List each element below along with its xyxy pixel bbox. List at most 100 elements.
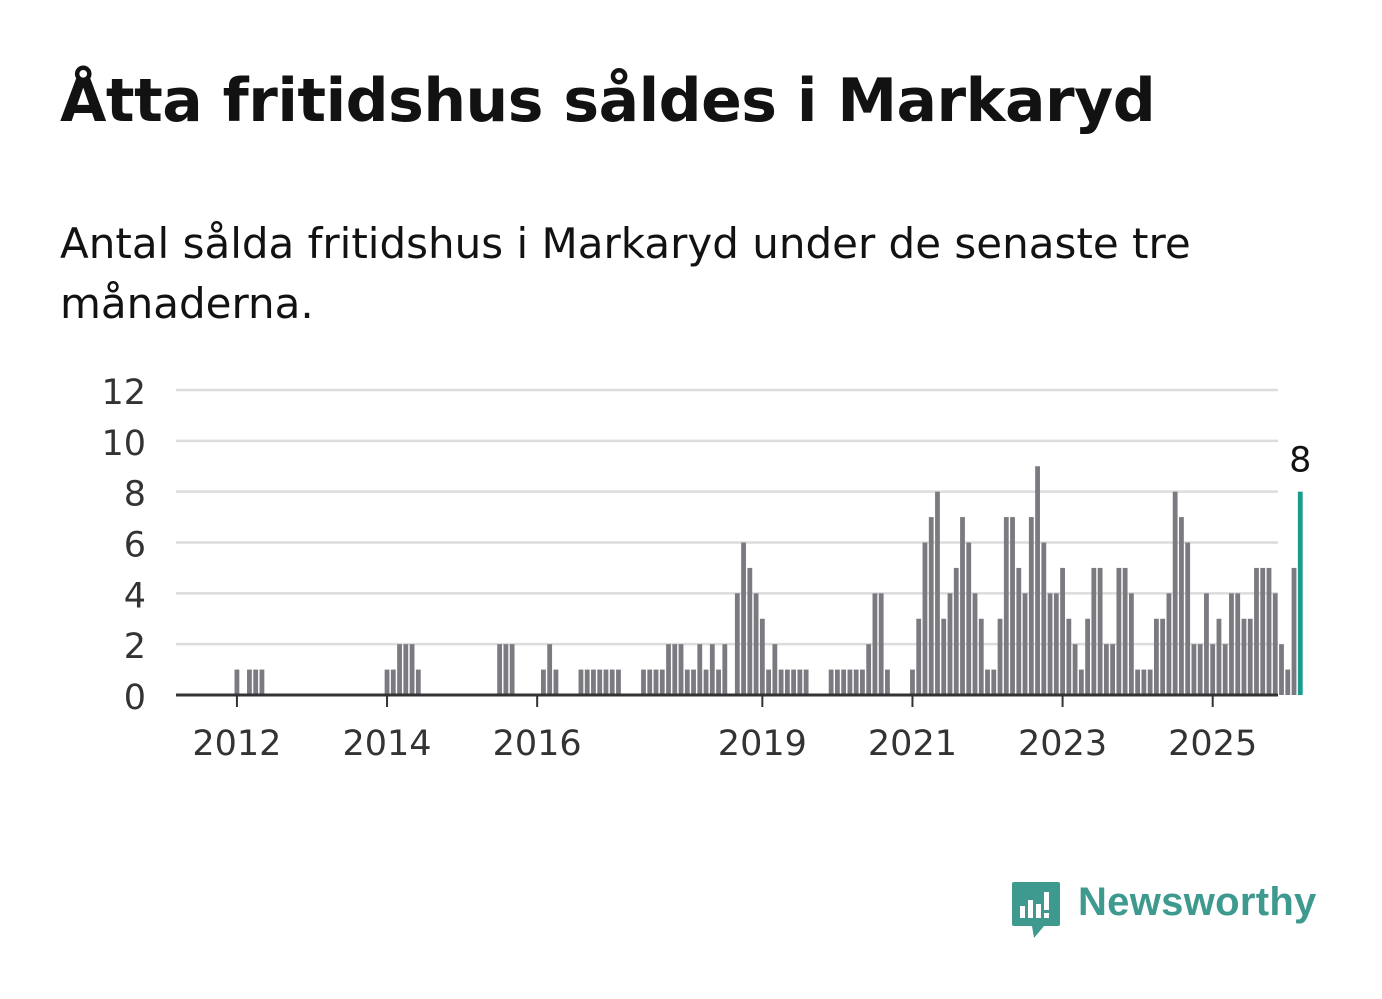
y-tick-label-4: 4 <box>124 576 146 616</box>
bar <box>384 669 390 695</box>
bar-chart: 0 2 4 6 8 10 12 2012 2014 2016 2019 2021 2023 2025 8 <box>101 373 1311 764</box>
bar <box>922 542 928 695</box>
bar <box>1210 644 1216 695</box>
bar <box>753 593 759 695</box>
bar <box>1135 669 1141 695</box>
bar <box>878 593 884 695</box>
bar <box>1041 542 1047 695</box>
x-tick-label-2023: 2023 <box>1018 724 1107 764</box>
bar <box>547 644 553 695</box>
bar <box>872 593 878 695</box>
bar <box>1204 593 1209 695</box>
chart-subtitle: Antal sålda fritidshus i Markaryd under … <box>60 219 1191 328</box>
y-tick-label-8: 8 <box>124 475 146 515</box>
bar <box>1254 567 1259 695</box>
bar <box>860 669 865 695</box>
bar <box>1216 618 1222 695</box>
bar <box>1085 618 1090 695</box>
newsworthy-logo: Newsworthy <box>1010 878 1330 944</box>
bar <box>497 644 503 695</box>
x-tick-label-2016: 2016 <box>493 724 582 764</box>
brand-name: Newsworthy <box>1078 880 1317 924</box>
bar <box>985 669 990 695</box>
bar <box>947 593 953 695</box>
bar <box>659 669 665 695</box>
chart-title: Åtta fritidshus såldes i Markaryd <box>60 66 1156 136</box>
bar <box>759 618 765 695</box>
bar <box>415 669 421 695</box>
bar <box>616 669 621 695</box>
bar <box>1154 618 1159 695</box>
bar <box>509 644 515 695</box>
bar <box>847 669 853 695</box>
x-tick-label-2012: 2012 <box>192 724 281 764</box>
bar <box>1047 593 1053 695</box>
bar <box>1116 567 1122 695</box>
bar <box>910 669 915 695</box>
bar <box>716 669 721 695</box>
bar <box>697 644 703 695</box>
bar <box>997 618 1003 695</box>
bar <box>1197 644 1203 695</box>
bar-highlight <box>1297 491 1303 695</box>
bar <box>941 618 947 695</box>
bar <box>397 644 402 695</box>
x-tick-label-2014: 2014 <box>343 724 432 764</box>
bar <box>1272 593 1278 695</box>
x-tick-label-2025: 2025 <box>1168 724 1257 764</box>
bar <box>828 669 834 695</box>
y-tick-label-0: 0 <box>124 678 146 718</box>
bar <box>966 542 972 695</box>
bar <box>641 669 646 695</box>
y-tick-label-12: 12 <box>101 373 146 413</box>
bar <box>1235 593 1241 695</box>
x-tick-label-2019: 2019 <box>718 724 807 764</box>
bar <box>972 593 978 695</box>
bar <box>1097 567 1103 695</box>
bar <box>1279 644 1284 695</box>
bar <box>835 669 840 695</box>
bar <box>1010 517 1015 695</box>
x-tick-label-2021: 2021 <box>868 724 957 764</box>
bar <box>885 669 890 695</box>
bar <box>703 669 709 695</box>
bar <box>578 669 584 695</box>
bar <box>1022 593 1028 695</box>
bar <box>647 669 653 695</box>
bar <box>722 644 728 695</box>
bar <box>1060 567 1065 695</box>
bar <box>591 669 596 695</box>
bar <box>1266 567 1272 695</box>
bar <box>678 644 684 695</box>
bar <box>734 593 740 695</box>
bar <box>960 517 965 695</box>
bar <box>390 669 396 695</box>
bar <box>1016 567 1022 695</box>
bar <box>978 618 984 695</box>
x-axis: 2012 2014 2016 2019 2021 2023 2025 <box>176 693 1278 764</box>
bar <box>784 669 790 695</box>
bar <box>1091 567 1097 695</box>
bar <box>791 669 797 695</box>
bar <box>259 669 265 695</box>
bar <box>1035 466 1040 695</box>
bar <box>234 669 240 695</box>
bar <box>653 669 659 695</box>
bar <box>1141 669 1147 695</box>
bar <box>1179 517 1184 695</box>
bar <box>1285 669 1291 695</box>
bar <box>841 669 847 695</box>
y-axis-labels: 0 2 4 6 8 10 12 <box>101 373 146 718</box>
bar <box>1260 567 1266 695</box>
bar <box>403 644 409 695</box>
bar <box>541 669 546 695</box>
bar <box>603 669 609 695</box>
bars <box>234 466 1303 695</box>
bar <box>1291 567 1297 695</box>
bar <box>1128 593 1134 695</box>
bar <box>503 644 509 695</box>
y-tick-label-6: 6 <box>124 526 146 566</box>
bar <box>935 491 940 695</box>
bar <box>1172 491 1178 695</box>
bar <box>866 644 872 695</box>
